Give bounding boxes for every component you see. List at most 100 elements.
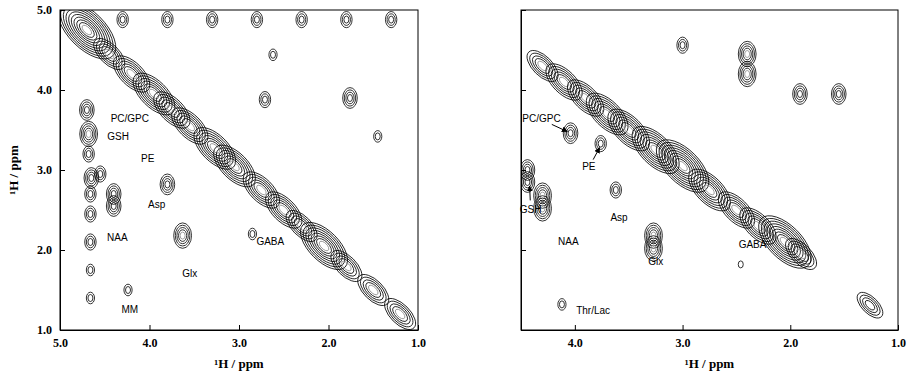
contour-ring — [126, 287, 131, 294]
contour-ring — [88, 239, 93, 246]
contour-ring — [120, 16, 125, 23]
peak — [85, 234, 96, 250]
peak — [124, 284, 132, 296]
label-arrow — [529, 186, 531, 200]
contour-ring — [262, 96, 267, 103]
contour-ring — [794, 86, 805, 102]
contour-ring — [742, 46, 753, 62]
peak — [341, 12, 352, 28]
contour-ring — [389, 16, 394, 23]
contour-ring — [108, 198, 119, 214]
contour-ring — [86, 208, 94, 220]
peak — [558, 299, 566, 311]
y-tick — [521, 250, 526, 251]
x-tick-label: 1.0 — [891, 336, 906, 350]
contour-ring — [147, 86, 196, 135]
x-tick-label: 2.0 — [322, 336, 337, 350]
plot-frame — [60, 10, 418, 330]
peak — [237, 166, 286, 215]
contour-ring — [563, 123, 578, 144]
x-tick-label: 1.0 — [411, 336, 426, 350]
contour-ring — [180, 232, 185, 239]
y-tick-mark — [521, 90, 526, 91]
contour-ring — [117, 12, 128, 28]
contour-ring — [344, 16, 349, 23]
peak — [147, 86, 196, 135]
x-tick-label: 3.0 — [232, 336, 247, 350]
contour-ring — [540, 58, 589, 107]
contour-ring — [738, 41, 756, 66]
contour-ring — [165, 181, 170, 188]
contour-ring — [253, 14, 261, 26]
peak — [165, 102, 214, 151]
contour-ring — [261, 94, 269, 106]
contour-ring — [106, 184, 121, 205]
contour-ring — [88, 211, 93, 218]
contour-ring — [712, 186, 761, 235]
peak-label: Thr/Lac — [576, 305, 610, 316]
contour-ring — [111, 203, 116, 210]
contour-ring — [85, 128, 93, 140]
contour-ring — [523, 176, 531, 188]
contour-ring — [298, 14, 306, 26]
contour-ring — [612, 184, 620, 196]
peak — [86, 264, 94, 276]
y-tick-label: 3.0 — [37, 163, 52, 177]
contour-ring — [248, 228, 256, 240]
y-tick — [521, 170, 526, 171]
x-axis: 5.04.03.02.01.0 — [53, 325, 426, 350]
peak — [162, 12, 173, 28]
contour-ring — [163, 179, 171, 191]
peak — [738, 261, 743, 268]
peak — [681, 162, 737, 218]
contour-ring — [292, 214, 355, 277]
x-tick-mark — [898, 325, 899, 330]
peak — [595, 136, 606, 152]
y-tick-mark — [521, 250, 526, 251]
contour-ring — [80, 121, 98, 146]
contour-ring — [85, 206, 96, 222]
contour-ring — [60, 10, 126, 69]
contour-ring — [206, 12, 217, 28]
x-tick-mark — [329, 325, 330, 330]
x-tick: 4.0 — [143, 325, 158, 350]
contour-ring — [647, 131, 717, 201]
peak — [106, 196, 121, 217]
contour-ring — [86, 264, 94, 276]
peak — [85, 186, 96, 202]
peak — [343, 88, 358, 109]
x-tick-mark — [239, 325, 240, 330]
contour-ring — [522, 174, 533, 190]
contour-ring — [379, 293, 418, 330]
contour-ring — [565, 125, 576, 141]
peak-label: PE — [141, 153, 155, 164]
x-tick: 3.0 — [232, 325, 247, 350]
peak — [259, 186, 308, 235]
x-tick-label: 4.0 — [568, 336, 583, 350]
y-tick: 1.0 — [37, 323, 65, 337]
peak — [677, 37, 688, 53]
peak — [117, 12, 128, 28]
contour-ring — [649, 243, 657, 255]
x-tick-mark — [150, 325, 151, 330]
contour-ring — [375, 133, 380, 140]
contour-ring — [677, 37, 688, 53]
contour-ring — [648, 240, 659, 256]
contour-ring — [572, 84, 599, 111]
contour-ring — [860, 295, 880, 315]
y-tick-label: 1.0 — [37, 323, 52, 337]
contour-ring — [551, 68, 578, 95]
contour-ring — [342, 14, 350, 26]
contour-ring — [346, 92, 354, 104]
y-tick: 5.0 — [37, 3, 65, 17]
label-arrow — [552, 124, 568, 131]
x-tick-mark — [683, 325, 684, 330]
contour-ring — [250, 231, 255, 238]
peak — [160, 174, 175, 195]
peak — [563, 123, 578, 144]
contour-ring — [743, 48, 751, 60]
peak — [610, 182, 621, 198]
contour-ring — [210, 16, 215, 23]
y-tick-mark — [60, 330, 65, 331]
contour-ring — [521, 172, 535, 193]
